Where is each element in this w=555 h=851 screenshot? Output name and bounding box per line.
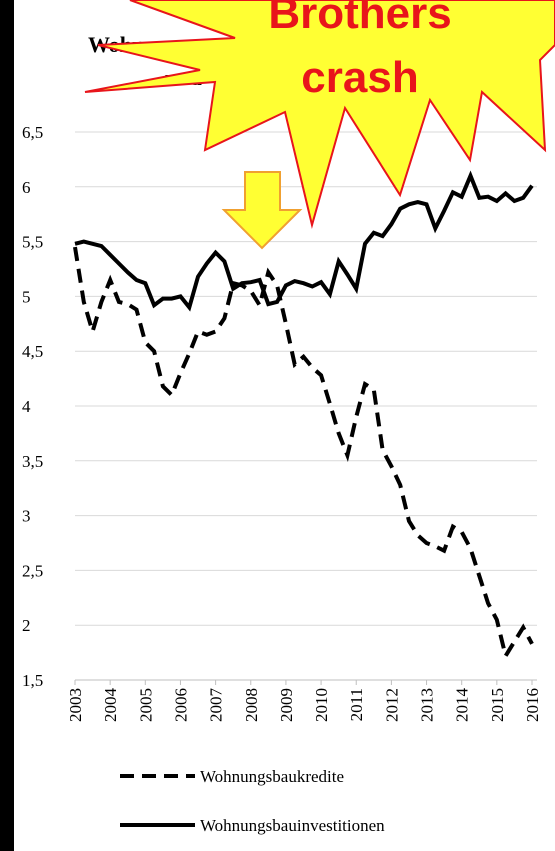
legend-label: Wohnungsbauinvestitionen bbox=[200, 816, 385, 835]
x-tick-label: 2007 bbox=[207, 688, 226, 723]
y-tick-label: 6,5 bbox=[22, 123, 43, 142]
x-tick-label: 2016 bbox=[523, 688, 542, 722]
x-tick-label: 2012 bbox=[382, 688, 401, 722]
x-tick-label: 2009 bbox=[277, 688, 296, 722]
legend-label: Wohnungsbaukredite bbox=[200, 767, 344, 786]
x-tick-label: 2006 bbox=[171, 688, 190, 722]
y-tick-label: 4,5 bbox=[22, 342, 43, 361]
y-tick-label: 5 bbox=[22, 287, 31, 306]
annotation: Brothers bbox=[268, 0, 451, 38]
y-tick-label: 3 bbox=[22, 507, 31, 526]
y-tick-label: 5,5 bbox=[22, 233, 43, 252]
data-line bbox=[75, 247, 532, 656]
x-tick-label: 2011 bbox=[347, 688, 366, 721]
annotation: crash bbox=[301, 53, 418, 102]
left-border bbox=[0, 0, 14, 851]
y-tick-label: 6 bbox=[22, 178, 31, 197]
y-tick-label: 3,5 bbox=[22, 452, 43, 471]
chart: Wohn und 1,522,533,544,555,566,520032004… bbox=[0, 0, 555, 851]
x-tick-label: 2014 bbox=[453, 688, 472, 723]
x-tick-label: 2004 bbox=[101, 688, 120, 723]
x-tick-label: 2003 bbox=[66, 688, 85, 722]
x-tick-label: 2005 bbox=[136, 688, 155, 722]
x-tick-label: 2013 bbox=[418, 688, 437, 722]
arrow bbox=[224, 172, 300, 248]
y-tick-label: 4 bbox=[22, 397, 31, 416]
x-tick-label: 2008 bbox=[242, 688, 261, 722]
y-tick-label: 1,5 bbox=[22, 671, 43, 690]
y-tick-label: 2 bbox=[22, 616, 31, 635]
y-tick-label: 2,5 bbox=[22, 561, 43, 580]
x-tick-label: 2010 bbox=[312, 688, 331, 722]
x-tick-label: 2015 bbox=[488, 688, 507, 722]
